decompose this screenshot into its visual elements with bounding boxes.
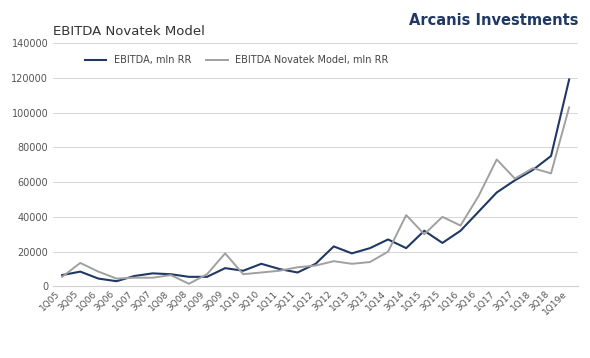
EBITDA Novatek Model, mln RR xyxy=(475,194,482,198)
EBITDA Novatek Model, mln RR xyxy=(529,166,536,170)
EBITDA, mln RR xyxy=(294,270,301,275)
EBITDA, mln RR xyxy=(402,246,409,250)
EBITDA Novatek Model, mln RR xyxy=(77,261,84,265)
EBITDA Novatek Model, mln RR xyxy=(457,223,464,228)
EBITDA Novatek Model, mln RR xyxy=(185,282,192,286)
EBITDA Novatek Model, mln RR xyxy=(58,275,65,279)
EBITDA Novatek Model, mln RR xyxy=(330,259,337,263)
Line: EBITDA Novatek Model, mln RR: EBITDA Novatek Model, mln RR xyxy=(62,107,569,284)
EBITDA Novatek Model, mln RR xyxy=(348,262,355,266)
EBITDA Novatek Model, mln RR xyxy=(294,265,301,270)
EBITDA Novatek Model, mln RR xyxy=(512,176,519,181)
EBITDA, mln RR xyxy=(77,270,84,274)
EBITDA, mln RR xyxy=(204,275,211,279)
EBITDA, mln RR xyxy=(439,241,446,245)
EBITDA Novatek Model, mln RR xyxy=(204,272,211,276)
EBITDA, mln RR xyxy=(312,262,319,266)
EBITDA Novatek Model, mln RR xyxy=(258,270,265,275)
EBITDA Novatek Model, mln RR xyxy=(566,105,573,110)
EBITDA Novatek Model, mln RR xyxy=(149,276,156,280)
EBITDA, mln RR xyxy=(95,276,102,281)
EBITDA, mln RR xyxy=(457,229,464,233)
EBITDA Novatek Model, mln RR xyxy=(548,171,555,175)
EBITDA, mln RR xyxy=(276,267,283,271)
EBITDA Novatek Model, mln RR xyxy=(439,215,446,219)
EBITDA Novatek Model, mln RR xyxy=(421,232,428,236)
EBITDA Novatek Model, mln RR xyxy=(113,276,120,281)
EBITDA, mln RR xyxy=(149,271,156,276)
EBITDA Novatek Model, mln RR xyxy=(493,157,500,161)
Text: Arcanis Investments: Arcanis Investments xyxy=(409,13,578,28)
EBITDA, mln RR xyxy=(421,229,428,233)
EBITDA Novatek Model, mln RR xyxy=(167,273,174,277)
EBITDA, mln RR xyxy=(330,244,337,248)
EBITDA, mln RR xyxy=(167,272,174,276)
EBITDA Novatek Model, mln RR xyxy=(366,260,373,264)
EBITDA Novatek Model, mln RR xyxy=(312,263,319,268)
EBITDA, mln RR xyxy=(512,178,519,183)
EBITDA, mln RR xyxy=(366,246,373,250)
EBITDA, mln RR xyxy=(548,154,555,158)
EBITDA Novatek Model, mln RR xyxy=(276,268,283,273)
Text: EBITDA Novatek Model: EBITDA Novatek Model xyxy=(53,25,205,38)
EBITDA, mln RR xyxy=(131,274,138,278)
EBITDA, mln RR xyxy=(566,77,573,82)
EBITDA Novatek Model, mln RR xyxy=(402,213,409,217)
Legend: EBITDA, mln RR, EBITDA Novatek Model, mln RR: EBITDA, mln RR, EBITDA Novatek Model, ml… xyxy=(85,55,389,65)
EBITDA Novatek Model, mln RR xyxy=(385,250,392,254)
EBITDA, mln RR xyxy=(113,279,120,283)
EBITDA, mln RR xyxy=(240,268,247,273)
EBITDA, mln RR xyxy=(185,275,192,279)
EBITDA Novatek Model, mln RR xyxy=(222,251,229,256)
EBITDA, mln RR xyxy=(529,168,536,172)
EBITDA, mln RR xyxy=(493,190,500,195)
Line: EBITDA, mln RR: EBITDA, mln RR xyxy=(62,79,569,281)
EBITDA Novatek Model, mln RR xyxy=(131,276,138,280)
EBITDA, mln RR xyxy=(348,251,355,256)
EBITDA, mln RR xyxy=(475,209,482,214)
EBITDA Novatek Model, mln RR xyxy=(95,270,102,274)
EBITDA, mln RR xyxy=(258,262,265,266)
EBITDA, mln RR xyxy=(58,273,65,277)
EBITDA, mln RR xyxy=(222,266,229,270)
EBITDA, mln RR xyxy=(385,237,392,242)
EBITDA Novatek Model, mln RR xyxy=(240,272,247,276)
